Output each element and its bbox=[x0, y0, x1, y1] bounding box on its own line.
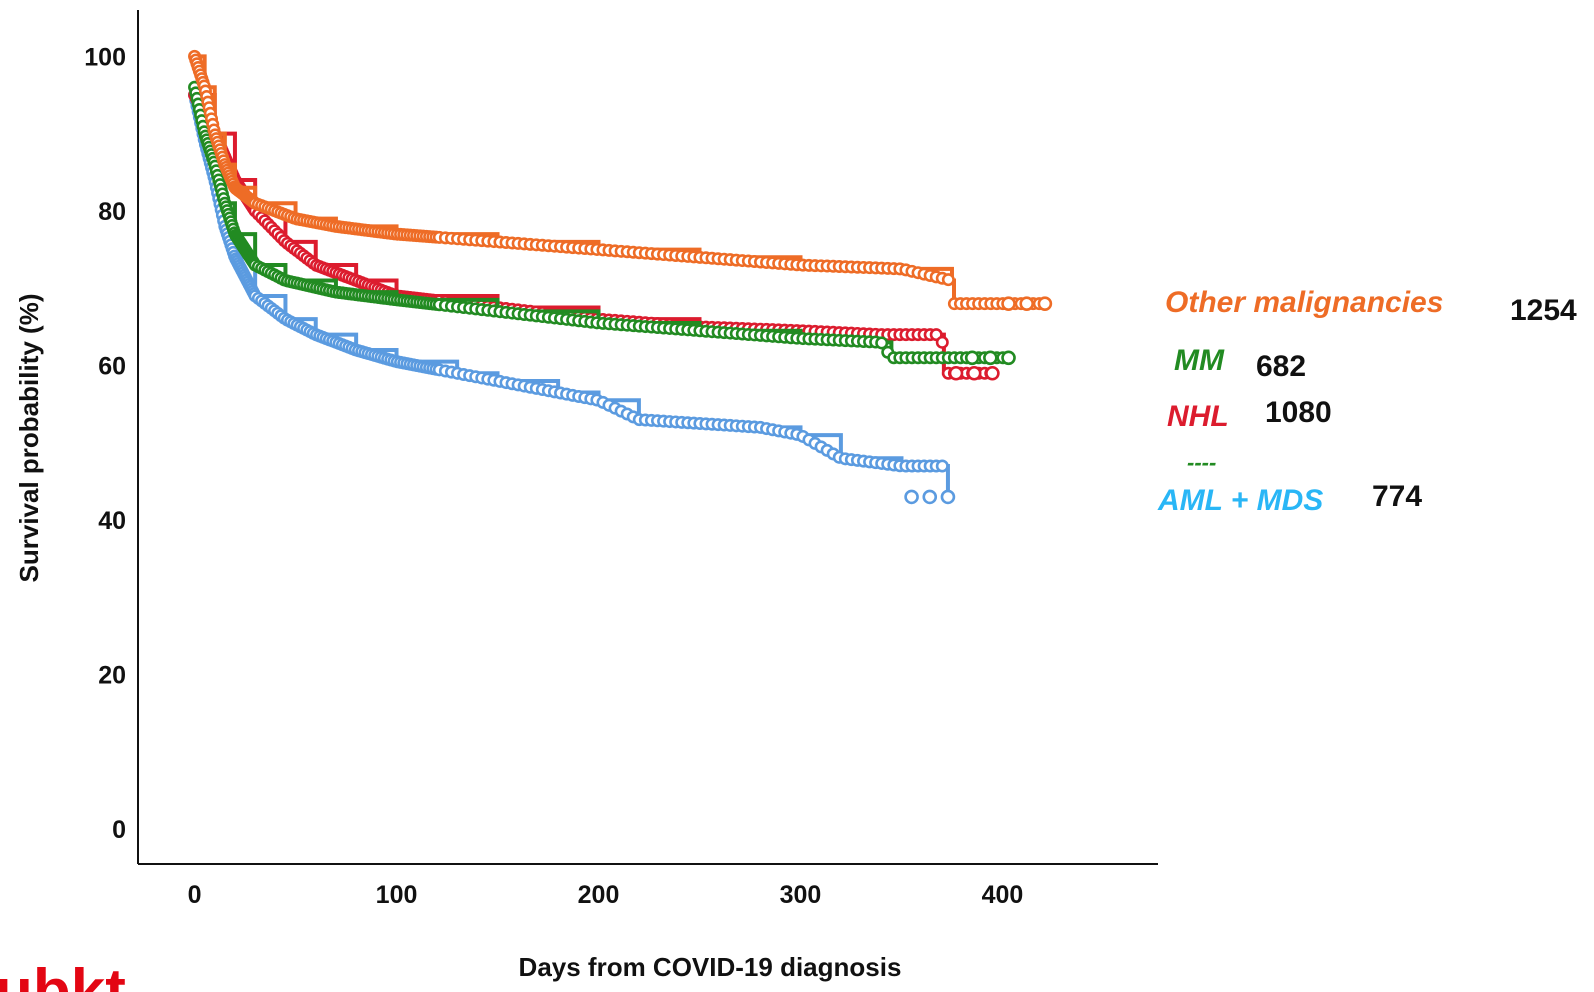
censor-marker bbox=[875, 336, 889, 350]
series-aml bbox=[188, 88, 956, 505]
censor-marker bbox=[941, 273, 955, 287]
plot-series bbox=[188, 49, 1053, 505]
chart-axes bbox=[137, 10, 1158, 865]
series-mm bbox=[188, 80, 1016, 366]
legend-name-other: Other malignancies bbox=[1165, 286, 1443, 319]
x-tick-label: 200 bbox=[578, 881, 620, 909]
censor-marker bbox=[904, 489, 919, 505]
censor-marker bbox=[985, 365, 1000, 381]
x-tick-label: 100 bbox=[376, 881, 418, 909]
censor-marker bbox=[964, 350, 980, 366]
x-tick-label: 300 bbox=[780, 881, 822, 909]
legend-count-aml: 774 bbox=[1372, 480, 1422, 513]
censor-marker bbox=[940, 489, 956, 505]
censor-marker bbox=[935, 335, 949, 349]
censor-marker bbox=[966, 365, 982, 381]
x-tick-labels: 0 100 200 300 400 bbox=[188, 881, 1024, 909]
legend-count-nhl: 1080 bbox=[1265, 396, 1332, 429]
censor-marker bbox=[948, 365, 964, 381]
legend-dash-aml: ---- bbox=[1187, 450, 1216, 475]
logo-text: ubkt bbox=[0, 957, 126, 992]
y-tick-label: 80 bbox=[98, 198, 126, 226]
censor-marker bbox=[983, 350, 998, 366]
y-tick-label: 0 bbox=[112, 816, 126, 844]
y-axis-title: Survival probability (%) bbox=[14, 294, 44, 583]
series-other bbox=[188, 49, 1053, 311]
censor-marker bbox=[1037, 296, 1053, 311]
y-tick-label: 100 bbox=[84, 43, 126, 71]
censor-marker bbox=[1019, 296, 1035, 311]
legend-name-nhl: NHL bbox=[1167, 400, 1229, 433]
legend-name-aml: AML + MDS bbox=[1157, 484, 1323, 517]
x-axis-title: Days from COVID-19 diagnosis bbox=[519, 952, 902, 982]
censor-marker bbox=[922, 489, 938, 505]
y-tick-label: 40 bbox=[98, 507, 126, 535]
censor-marker bbox=[1001, 296, 1016, 311]
x-tick-label: 400 bbox=[982, 881, 1024, 909]
censor-marker bbox=[935, 459, 949, 473]
y-tick-labels: 0 20 40 60 80 100 bbox=[84, 43, 126, 844]
legend-count-other: 1254 bbox=[1510, 294, 1577, 327]
y-tick-label: 60 bbox=[98, 353, 126, 381]
legend: Other malignancies 1254 MM 682 NHL 1080 … bbox=[1157, 286, 1577, 517]
legend-name-mm: MM bbox=[1174, 344, 1225, 377]
y-tick-label: 20 bbox=[98, 662, 126, 690]
x-tick-label: 0 bbox=[188, 881, 202, 909]
series-line-aml bbox=[194, 93, 950, 497]
censor-marker bbox=[1001, 350, 1016, 366]
legend-count-mm: 682 bbox=[1256, 350, 1306, 383]
